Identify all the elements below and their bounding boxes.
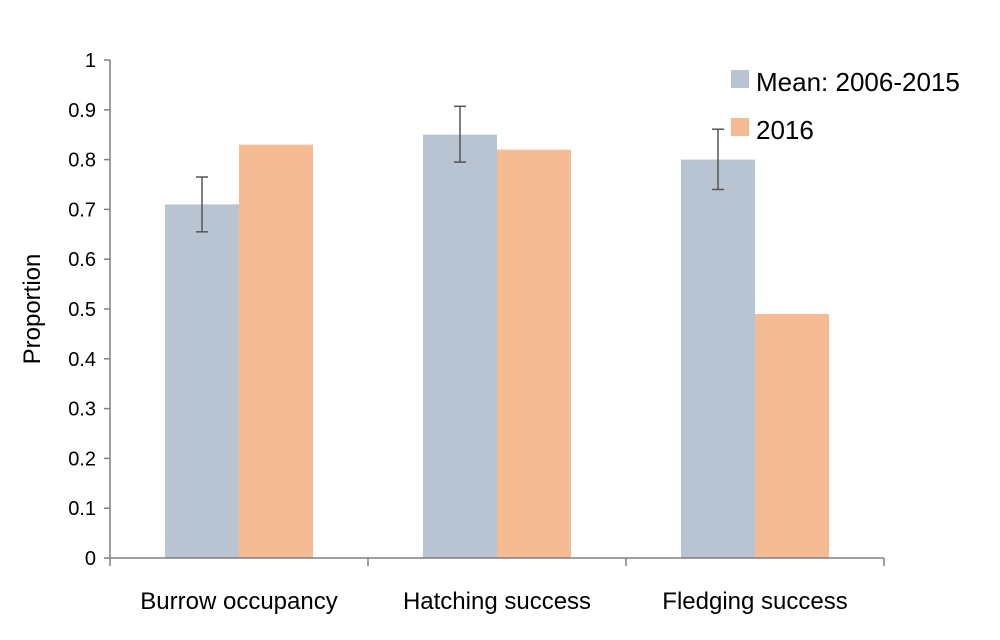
bar-series-1-3 xyxy=(681,159,755,558)
y-tick-label: 0.3 xyxy=(68,399,96,421)
bars-group xyxy=(165,134,829,559)
y-tick-label: 0.9 xyxy=(68,100,96,122)
error-bars-group xyxy=(196,105,724,233)
legend-label-series-1: Mean: 2006-2015 xyxy=(756,67,960,97)
bar-series-2-1 xyxy=(239,144,313,558)
x-category-label: Hatching success xyxy=(403,588,591,615)
y-tick-label: 0.6 xyxy=(68,249,96,271)
y-tick-label: 0.1 xyxy=(68,498,96,520)
error-bar-3 xyxy=(712,128,724,191)
legend-label-series-2: 2016 xyxy=(756,115,814,145)
error-bar-1 xyxy=(196,176,208,233)
error-bar-2 xyxy=(454,105,466,163)
bar-series-1-2 xyxy=(423,134,497,558)
y-ticks-group: 0 0.1 0.2 0.3 0.4 0.5 0.6 0.7 0.8 0.9 1 xyxy=(68,50,110,570)
y-tick-label: 0.5 xyxy=(68,299,96,321)
y-tick-label: 0.7 xyxy=(68,199,96,221)
y-tick-label: 1 xyxy=(85,50,96,72)
legend: Mean: 2006-2015 2016 xyxy=(731,67,960,145)
bar-series-2-3 xyxy=(755,313,829,558)
y-tick-label: 0 xyxy=(85,548,96,570)
x-categories-group: Burrow occupancy Hatching success Fledging… xyxy=(109,558,885,615)
y-axis-title: Proportion xyxy=(19,254,46,365)
y-tick-label: 0.4 xyxy=(68,349,96,371)
y-tick-label: 0.8 xyxy=(68,150,96,172)
y-tick-label: 0.2 xyxy=(68,448,96,470)
legend-swatch-series-1 xyxy=(731,70,749,88)
x-category-label: Fledging success xyxy=(662,588,847,615)
bar-series-1-1 xyxy=(165,204,239,559)
bar-series-2-2 xyxy=(497,149,571,558)
legend-swatch-series-2 xyxy=(731,118,749,136)
x-category-label: Burrow occupancy xyxy=(140,588,337,615)
